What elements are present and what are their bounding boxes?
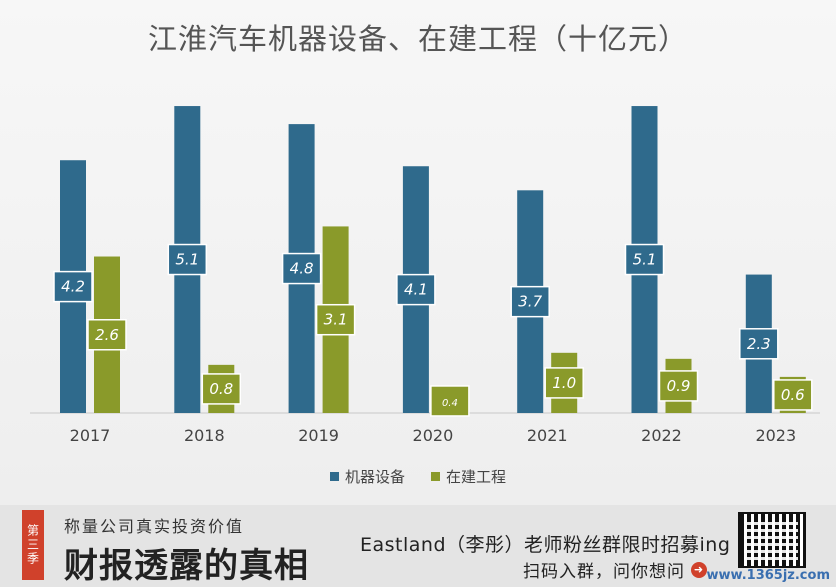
brand-subtitle: 称量公司真实投资价值 [64, 517, 245, 536]
data-label-box-machinery-2023 [739, 328, 779, 360]
data-label-box-construction-2019 [315, 303, 356, 336]
qr-code[interactable] [738, 512, 806, 568]
x-tick-label-2019: 2019 [298, 426, 339, 445]
legend-item-machinery: 机器设备 [329, 466, 405, 487]
x-tick-label-2022: 2022 [641, 426, 682, 445]
data-label-machinery-2019: 4.8 [290, 260, 314, 278]
data-label-box-construction-2017 [87, 319, 127, 351]
x-tick-label-2018: 2018 [184, 426, 225, 445]
data-label-box-machinery-2018 [167, 243, 208, 276]
data-label-construction-2021: 1.0 [552, 374, 576, 392]
data-label-construction-2023: 0.6 [781, 386, 805, 404]
x-tick-label-2023: 2023 [755, 426, 796, 445]
data-label-box-machinery-2020 [396, 273, 436, 306]
data-label-box-construction-2022 [658, 370, 699, 402]
data-label-construction-2019: 3.1 [324, 311, 348, 329]
arrow-right-icon: ➜ [691, 561, 707, 578]
recruit-text: Eastland（李彤）老师粉丝群限时招募ing [360, 534, 731, 556]
data-label-box-machinery-2017 [53, 270, 93, 303]
data-label-machinery-2021: 3.7 [518, 293, 542, 311]
data-label-box-machinery-2019 [281, 252, 322, 285]
legend-label-machinery: 机器设备 [344, 468, 405, 486]
data-label-construction-2017: 2.6 [95, 326, 119, 344]
bar-chart: 4.2 2.6 2017 5.1 0.8 2018 4.8 3.1 2019 4.1 0.4 2020… [30, 106, 820, 445]
data-label-machinery-2023: 2.3 [747, 335, 771, 353]
data-label-box-construction-2023 [773, 379, 813, 411]
data-label-box-construction-2021 [544, 367, 584, 399]
data-label-machinery-2020: 4.1 [404, 281, 428, 299]
data-label-box-machinery-2022 [624, 243, 665, 276]
cta-label: 扫码入群，问你想问 [523, 562, 685, 582]
chart-legend: 机器设备 在建工程 [0, 466, 836, 487]
data-label-box-machinery-2021 [510, 285, 550, 318]
x-tick-label-2020: 2020 [413, 426, 454, 445]
data-label-construction-2018: 0.8 [209, 380, 233, 398]
legend-swatch-machinery [329, 472, 339, 481]
data-label-machinery-2017: 4.2 [61, 278, 85, 296]
chart-title: 江淮汽车机器设备、在建工程（十亿元） [147, 22, 688, 56]
cta-text: 扫码入群，问你想问 ➜ [523, 557, 707, 582]
brand-title: 财报透露的真相 [64, 546, 309, 586]
data-label-box-construction-2020 [430, 385, 470, 417]
data-label-machinery-2018: 5.1 [175, 251, 199, 269]
data-label-construction-2020: 0.4 [442, 398, 458, 409]
season-badge: 第三季 [22, 510, 44, 580]
legend-label-construction: 在建工程 [446, 468, 507, 486]
legend-item-construction: 在建工程 [431, 466, 506, 487]
legend-swatch-construction [431, 472, 440, 481]
data-label-box-construction-2018 [201, 373, 242, 405]
data-label-machinery-2022: 5.1 [633, 251, 657, 269]
x-tick-label-2017: 2017 [70, 426, 111, 445]
watermark: www.1365jz.com [706, 568, 830, 583]
data-label-construction-2022: 0.9 [667, 377, 691, 395]
x-tick-label-2021: 2021 [527, 426, 568, 445]
chart-area: 江淮汽车机器设备、在建工程（十亿元） 4.2 2.6 2017 5.1 0.8 2018 4… [0, 0, 836, 505]
